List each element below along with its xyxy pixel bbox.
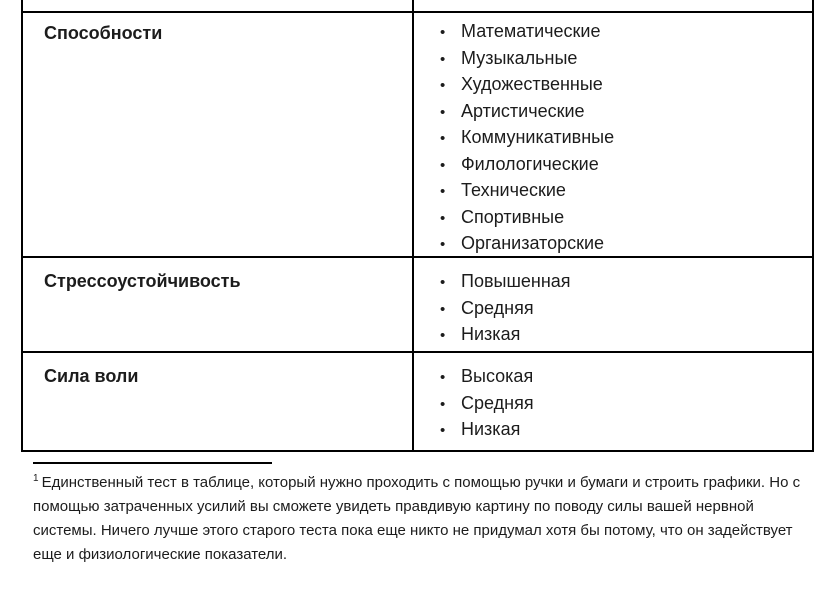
bullet-list: • Высокая • Средняя • Низкая [440, 364, 802, 444]
list-item: • Технические [440, 178, 802, 205]
table-cell-options: • Математические • Музыкальные • Художестве… [414, 13, 812, 256]
bullet-icon: • [440, 156, 446, 174]
list-item: • Музыкальные [440, 46, 802, 73]
list-item: • Низкая [440, 417, 802, 444]
category-label: Стрессоустойчивость [44, 271, 241, 291]
list-item: • Филологические [440, 152, 802, 179]
table-cell-category: Сила воли [23, 353, 414, 450]
table-cell-category [23, 0, 414, 11]
list-item: • Художественные [440, 72, 802, 99]
category-label: Сила воли [44, 366, 139, 386]
list-item-label: Низкая [461, 324, 521, 344]
table-cell-category: Стрессоустойчивость [23, 258, 414, 351]
table-cell-options [414, 0, 812, 11]
list-item-label: Математические [461, 21, 601, 41]
bullet-icon: • [440, 130, 446, 147]
list-item-label: Филологические [461, 153, 599, 174]
bullet-icon: • [440, 50, 446, 68]
bullet-icon: • [440, 77, 446, 94]
list-item: • Коммуникативные [440, 125, 802, 152]
list-item: • Спортивные [440, 205, 802, 232]
list-item-label: Художественные [461, 74, 603, 94]
list-item-label: Средняя [461, 297, 534, 318]
bullet-list: • Повышенная • Средняя • Низкая [440, 269, 802, 349]
bullet-icon: • [440, 369, 446, 386]
bullet-icon: • [440, 327, 446, 344]
list-item-label: Коммуникативные [461, 127, 615, 147]
table-cell-options: • Повышенная • Средняя • Низкая [414, 258, 812, 351]
footnote-separator [33, 462, 272, 464]
list-item-label: Музыкальные [461, 47, 578, 68]
table-row-partial [23, 0, 812, 13]
list-item-label: Технические [461, 180, 566, 200]
list-item-label: Повышенная [461, 271, 571, 291]
bullet-icon: • [440, 274, 446, 291]
category-label: Способности [44, 23, 163, 43]
table-row: Способности • Математические • Музыкальные… [23, 13, 812, 258]
table-row: Сила воли • Высокая • Средняя • Низкая [23, 353, 812, 452]
footnote: 1 Единственный тест в таблице, который ну… [33, 471, 816, 567]
list-item-label: Высокая [461, 366, 534, 386]
list-item: • Высокая [440, 364, 802, 391]
list-item: • Артистические [440, 99, 802, 126]
list-item: • Математические [440, 19, 802, 46]
bullet-icon: • [440, 395, 446, 413]
table-cell-options: • Высокая • Средняя • Низкая [414, 353, 812, 450]
list-item: • Средняя [440, 296, 802, 323]
table-row: Стрессоустойчивость • Повышенная • Средняя… [23, 258, 812, 353]
list-item-label: Средняя [461, 392, 534, 413]
bullet-icon: • [440, 24, 446, 41]
list-item-label: Низкая [461, 419, 521, 439]
bullet-icon: • [440, 183, 446, 200]
bullet-icon: • [440, 103, 446, 121]
bullet-icon: • [440, 422, 446, 439]
personality-traits-table: Способности • Математические • Музыкальные… [21, 0, 814, 452]
bullet-icon: • [440, 300, 446, 318]
bullet-icon: • [440, 209, 446, 227]
list-item: • Организаторские [440, 231, 802, 258]
footnote-marker: 1 [33, 473, 39, 484]
list-item: • Средняя [440, 391, 802, 418]
list-item: • Повышенная [440, 269, 802, 296]
list-item: • Низкая [440, 322, 802, 349]
footnote-text: Единственный тест в таблице, который нуж… [33, 474, 801, 563]
list-item-label: Спортивные [461, 206, 565, 227]
bullet-list: • Математические • Музыкальные • Художестве… [440, 19, 802, 258]
list-item-label: Артистические [461, 100, 585, 121]
bullet-icon: • [440, 236, 446, 253]
list-item-label: Организаторские [461, 233, 605, 253]
table-cell-category: Способности [23, 13, 414, 256]
